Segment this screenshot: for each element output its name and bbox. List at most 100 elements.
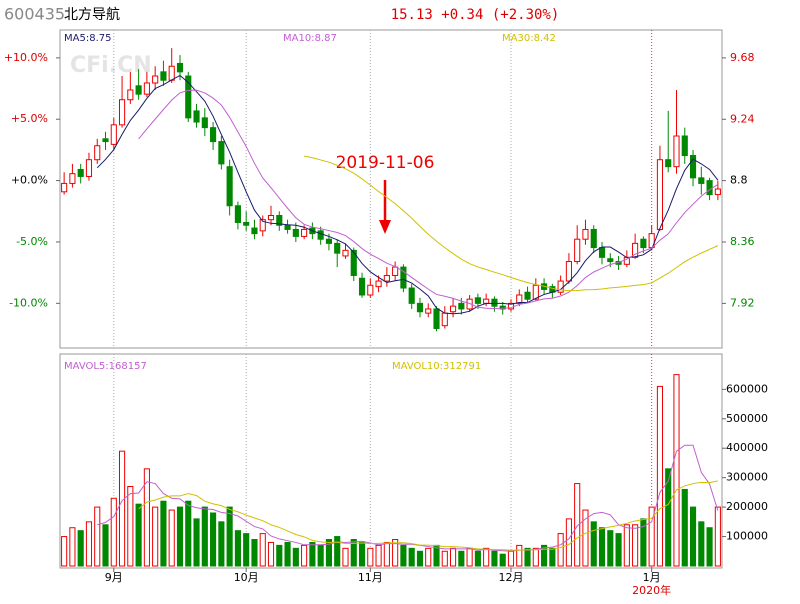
candle-body	[632, 242, 639, 258]
candle-body	[367, 284, 374, 296]
candle-body	[689, 155, 697, 179]
candle-body	[284, 224, 291, 230]
volume-bar	[416, 550, 424, 567]
watermark: CFi.CN	[70, 53, 152, 78]
volume-bar	[210, 512, 217, 567]
candle-body	[267, 215, 275, 221]
volume-bar	[334, 536, 341, 567]
annotation-arrowhead	[379, 220, 391, 234]
volume-bar	[85, 521, 93, 567]
candle-body	[474, 297, 481, 304]
candle-body	[226, 166, 233, 207]
candle-body	[185, 75, 192, 119]
candle-body	[698, 177, 705, 184]
x-tick-label: 12月	[498, 571, 523, 584]
volume-bar	[507, 550, 515, 567]
candle-body	[532, 284, 539, 300]
volume-bar	[176, 506, 184, 567]
candle-body	[135, 85, 142, 95]
candle-body	[259, 219, 266, 232]
ma-line	[96, 74, 719, 315]
candle-body	[665, 159, 672, 168]
x-tick-label: 1月	[643, 571, 661, 584]
candle-body	[69, 173, 76, 184]
candle-body	[334, 242, 341, 254]
y-tick-label: 8.8	[730, 174, 748, 187]
volume-bar	[61, 536, 68, 567]
volume-bar	[590, 521, 597, 567]
volume-bar	[632, 524, 639, 567]
volume-bar	[408, 547, 415, 567]
candle-body	[276, 215, 283, 226]
vol-tick-label: 500000	[726, 412, 768, 425]
candle-body	[127, 89, 134, 101]
volume-bar	[292, 547, 299, 567]
candle-body	[499, 305, 506, 310]
vol-tick-label: 600000	[726, 382, 768, 395]
volume-bar	[168, 509, 175, 567]
candle-body	[449, 305, 457, 313]
volume-bar	[226, 506, 233, 567]
candle-body	[160, 71, 167, 81]
candle-body	[466, 298, 473, 310]
volume-bar	[516, 544, 523, 567]
volume-bar	[623, 524, 630, 567]
volume-bar	[110, 497, 117, 567]
x-tick-label: 11月	[358, 571, 383, 584]
volume-bar	[449, 547, 457, 567]
volume-bar	[383, 541, 390, 567]
vol-ma-label: MAVOL5:168157	[64, 361, 147, 372]
volume-bar	[127, 486, 134, 567]
volume-bar	[714, 506, 721, 567]
volume-bar	[607, 530, 614, 567]
volume-bar	[541, 544, 548, 567]
candle-body	[416, 302, 424, 313]
volume-bar	[615, 533, 622, 567]
candle-body	[574, 238, 581, 263]
volume-bar	[574, 483, 581, 567]
candle-body	[400, 266, 407, 289]
volume-bar	[367, 547, 374, 567]
vol-tick-label: 300000	[726, 471, 768, 484]
candle-body	[143, 82, 150, 95]
volume-bar	[689, 506, 697, 567]
candle-body	[565, 261, 572, 282]
candle-body	[94, 145, 101, 161]
candle-body	[673, 135, 680, 168]
volume-bar	[706, 527, 713, 567]
volume-bar	[582, 509, 589, 567]
candle-body	[607, 258, 614, 263]
y2-tick-label: +10.0%	[4, 51, 48, 64]
x-sublabel: 2020年	[632, 583, 671, 597]
candle-body	[342, 249, 349, 257]
vol-ma-label: MAVOL10:312791	[392, 361, 481, 372]
candle-body	[706, 180, 713, 196]
volume-bar	[193, 518, 200, 567]
candle-body	[168, 65, 175, 81]
x-tick-label: 9月	[105, 571, 123, 584]
volume-bar	[325, 539, 333, 567]
candle-body	[640, 238, 647, 249]
candle-body	[681, 135, 688, 157]
volume-bar	[375, 544, 382, 567]
y2-tick-label: +5.0%	[11, 112, 48, 125]
candle-body	[251, 227, 258, 235]
candle-body	[425, 308, 432, 314]
candle-body	[590, 228, 597, 249]
candle-body	[491, 298, 498, 307]
volume-bar	[284, 541, 291, 567]
candle-body	[234, 205, 241, 223]
volume-bar	[648, 506, 655, 567]
price-panel	[59, 29, 723, 349]
stock-name: 北方导航	[64, 7, 120, 23]
candle-body	[85, 159, 93, 177]
y2-tick-label: -10.0%	[9, 296, 48, 309]
volume-bar	[267, 541, 275, 567]
volume-bar	[598, 527, 606, 567]
candle-body	[350, 249, 357, 276]
volume-bar	[640, 518, 647, 567]
candle-body	[102, 138, 109, 143]
volume-bar	[77, 530, 84, 567]
candle-body	[582, 228, 589, 240]
candle-body	[656, 159, 664, 230]
